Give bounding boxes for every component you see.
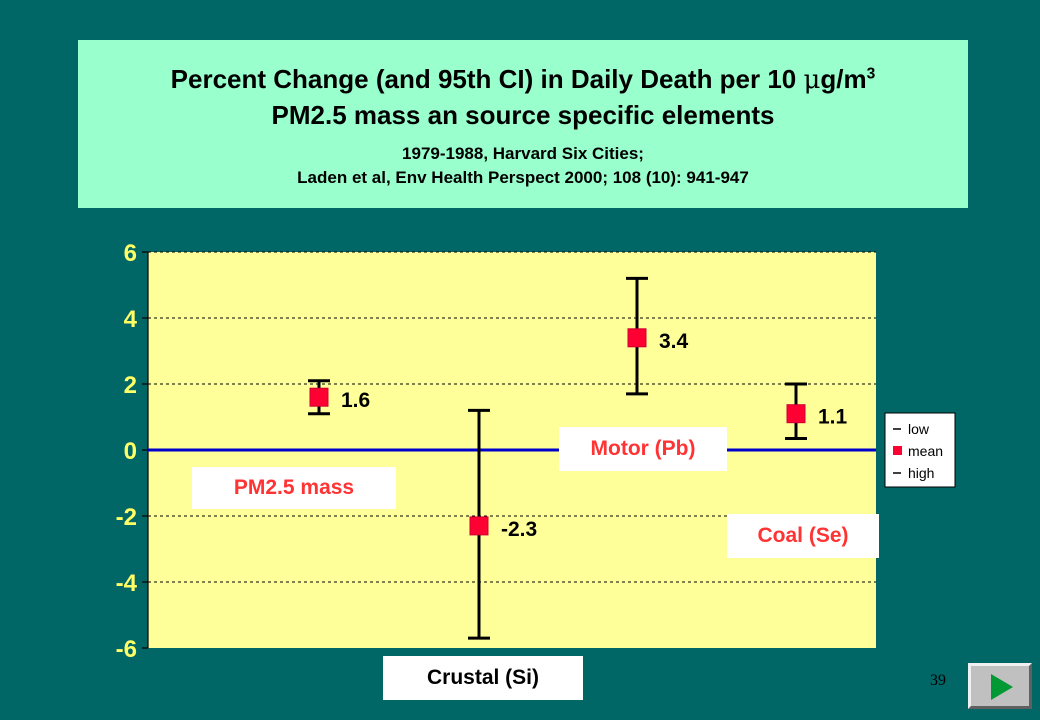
title-unit: g/m [820, 64, 867, 94]
y-tick-label: 4 [124, 306, 138, 333]
data-label: -2.3 [501, 518, 537, 541]
chart-subtitle-line2: Laden et al, Env Health Perspect 2000; 1… [297, 168, 749, 187]
y-tick-label: -4 [116, 570, 138, 597]
error-bars: 1.6 -2.3 3.4 1.1 [308, 276, 848, 640]
title-box: Percent Change (and 95th CI) in Daily De… [78, 40, 968, 208]
next-slide-button[interactable] [968, 663, 1032, 709]
mean-marker [309, 387, 329, 407]
play-arrow-icon [991, 674, 1013, 700]
category-label-coal: Coal (Se) [727, 514, 879, 558]
chart-title-line1: Percent Change (and 95th CI) in Daily De… [78, 64, 968, 95]
data-label: 3.4 [659, 330, 689, 353]
data-label: 1.1 [818, 406, 848, 429]
category-label-pm25-mass: PM2.5 mass [192, 467, 396, 509]
category-label-motor: Motor (Pb) [559, 427, 727, 471]
legend-low-label: low [908, 421, 930, 437]
y-tick-label: -6 [116, 636, 137, 663]
y-tick-label: -2 [116, 504, 137, 531]
page-number: 39 [930, 672, 946, 689]
y-tick-label: 0 [124, 438, 137, 465]
y-tick-label: 2 [124, 372, 137, 399]
legend-mean-symbol [893, 446, 902, 455]
legend-high-label: high [908, 465, 934, 481]
chart-title-line2: PM2.5 mass an source specific elements [271, 100, 775, 130]
chart-subtitle-line1: 1979-1988, Harvard Six Cities; [402, 144, 644, 163]
mu-symbol: μ [803, 65, 821, 95]
mean-marker [786, 404, 806, 424]
mean-marker [627, 328, 647, 348]
legend-mean-label: mean [908, 443, 943, 459]
title-text-part: Percent Change (and 95th CI) in Daily De… [170, 64, 804, 94]
data-label: 1.6 [341, 389, 370, 412]
title-unit-exponent: 3 [866, 65, 876, 83]
mean-marker [469, 516, 489, 536]
category-label-crustal: Crustal (Si) [383, 656, 583, 700]
y-tick-label: 6 [124, 240, 137, 267]
y-axis-ticks: -6 -4 -2 0 2 4 6 [116, 240, 148, 663]
legend: low mean high [884, 412, 956, 488]
